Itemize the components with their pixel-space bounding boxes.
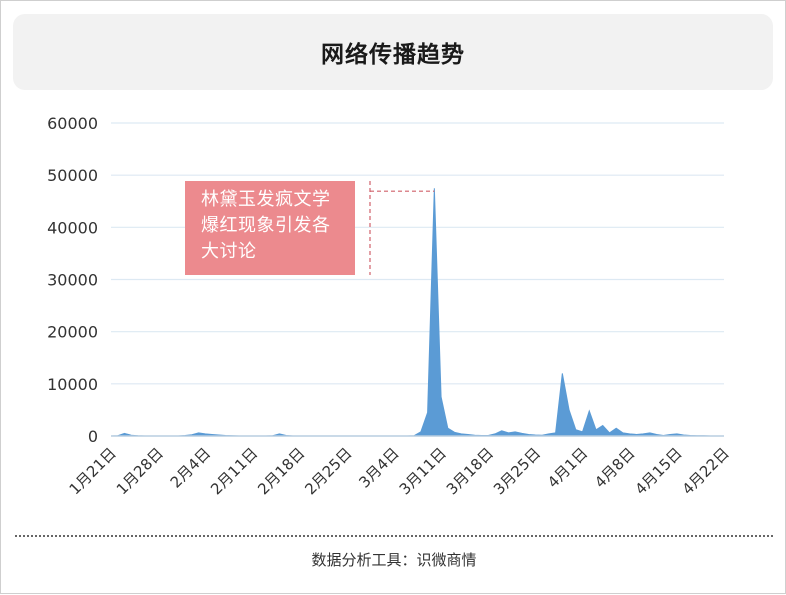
x-tick-label: 3月18日	[443, 444, 497, 498]
y-tick-label: 20000	[47, 323, 98, 342]
footer-divider	[15, 535, 773, 537]
y-tick-label: 40000	[47, 218, 98, 237]
series-area	[110, 188, 724, 437]
x-tick-label: 1月21日	[66, 444, 120, 498]
x-tick-label: 3月25日	[490, 444, 544, 498]
footer-source: 数据分析工具：识微商情	[311, 551, 477, 569]
x-tick-label: 3月11日	[396, 444, 450, 498]
x-tick-label: 4月1日	[544, 444, 591, 491]
x-tick-label: 4月22日	[679, 444, 733, 498]
y-tick-label: 30000	[47, 271, 98, 290]
title-bar: 网络传播趋势	[13, 14, 773, 90]
x-tick-label: 2月18日	[254, 444, 308, 498]
y-tick-label: 50000	[47, 166, 98, 185]
y-tick-label: 10000	[47, 375, 98, 394]
y-tick-label: 60000	[47, 114, 98, 133]
x-tick-label: 1月28日	[113, 444, 167, 498]
x-tick-label: 4月15日	[631, 444, 685, 498]
annotation-callout: 林黛玉发疯文学爆红现象引发各大讨论	[185, 181, 355, 275]
y-tick-label: 0	[88, 427, 98, 446]
chart-title: 网络传播趋势	[321, 42, 465, 68]
x-tick-label: 2月11日	[207, 444, 261, 498]
x-tick-label: 2月25日	[301, 444, 355, 498]
